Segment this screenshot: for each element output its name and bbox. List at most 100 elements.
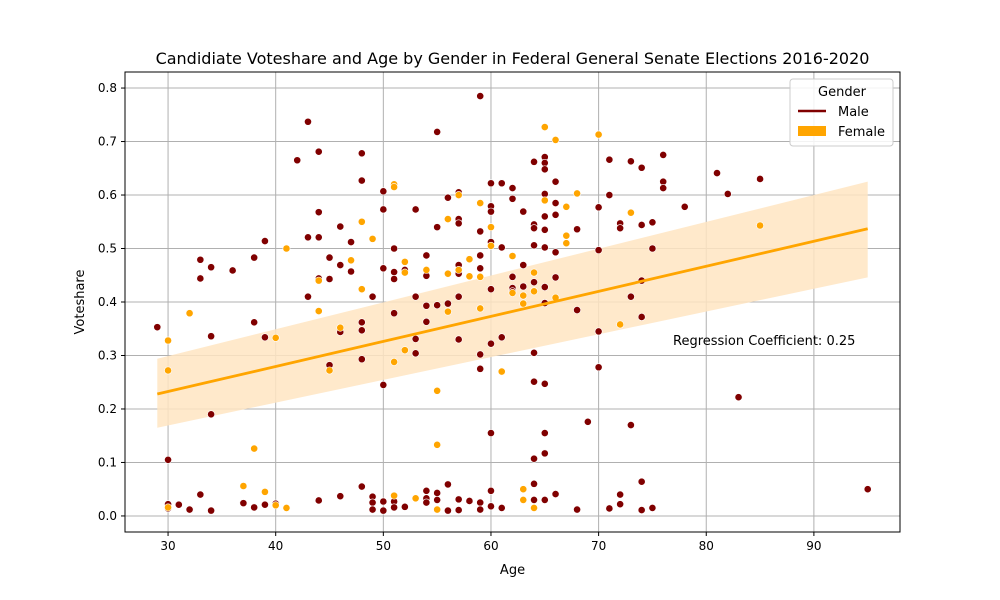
data-point-female — [336, 323, 345, 332]
data-point-male — [551, 248, 560, 257]
data-point-male — [540, 449, 549, 458]
data-point-male — [239, 499, 248, 508]
data-point-female — [627, 208, 635, 217]
data-point-male — [325, 275, 334, 283]
data-point-female — [562, 202, 571, 211]
data-point-female — [562, 239, 571, 248]
data-point-female — [411, 494, 420, 503]
data-point-female — [444, 307, 452, 316]
y-tick-label: 0.5 — [98, 242, 117, 256]
legend-female-swatch — [798, 126, 826, 136]
data-point-male — [433, 489, 442, 497]
data-point-male — [379, 506, 388, 515]
data-point-male — [347, 238, 355, 246]
x-tick-label: 90 — [806, 539, 821, 553]
y-tick-label: 0.2 — [98, 402, 117, 416]
x-tick-label: 60 — [483, 539, 498, 553]
data-point-male — [476, 92, 485, 100]
data-point-female — [390, 358, 398, 366]
data-point-female — [454, 266, 463, 274]
data-point-female — [476, 272, 485, 281]
data-point-female — [530, 268, 538, 277]
data-point-male — [540, 379, 549, 388]
data-point-male — [637, 313, 646, 321]
data-point-male — [314, 147, 323, 156]
data-point-female — [433, 505, 442, 514]
data-point-male — [863, 485, 872, 494]
data-point-male — [390, 244, 398, 253]
y-tick-label: 0.1 — [98, 455, 117, 469]
data-point-female — [433, 440, 442, 449]
data-point-male — [314, 496, 323, 505]
data-point-male — [454, 335, 463, 344]
y-axis-label: Voteshare — [73, 270, 88, 335]
data-point-male — [314, 208, 323, 217]
data-point-male — [368, 292, 377, 301]
data-point-male — [444, 193, 452, 202]
data-point-male — [390, 309, 398, 318]
data-point-male — [336, 261, 345, 269]
data-point-male — [723, 190, 732, 198]
data-point-male — [411, 292, 420, 301]
regression-line-layer — [156, 227, 869, 396]
data-point-female — [487, 241, 495, 250]
data-point-male — [530, 348, 538, 357]
data-point-female — [400, 257, 409, 266]
data-point-female — [282, 244, 291, 253]
data-point-male — [551, 490, 560, 498]
data-point-female — [519, 496, 528, 504]
data-point-male — [637, 163, 646, 172]
data-point-female — [530, 287, 538, 296]
data-point-male — [174, 500, 183, 509]
data-point-male — [379, 497, 388, 506]
data-point-male — [659, 151, 668, 159]
data-point-female — [400, 346, 409, 355]
data-point-female — [551, 136, 560, 144]
data-point-male — [336, 492, 345, 501]
data-point-female — [250, 444, 259, 453]
data-point-female — [508, 289, 517, 297]
data-point-male — [379, 381, 388, 389]
data-point-male — [476, 251, 485, 260]
data-point-male — [680, 202, 689, 211]
y-tick-label: 0.8 — [98, 81, 117, 95]
data-point-male — [508, 272, 517, 281]
data-point-male — [530, 224, 538, 233]
data-point-male — [293, 156, 302, 165]
data-point-female — [164, 366, 172, 375]
data-point-male — [530, 496, 538, 504]
data-point-female — [390, 183, 398, 191]
data-point-male — [487, 207, 495, 216]
data-point-male — [487, 285, 495, 294]
data-point-male — [713, 169, 721, 177]
data-point-female — [282, 504, 291, 512]
data-point-male — [185, 505, 194, 514]
data-point-male — [422, 301, 431, 310]
data-point-male — [616, 500, 625, 509]
data-point-female — [314, 276, 323, 285]
data-point-male — [487, 339, 495, 348]
data-point-male — [497, 504, 506, 512]
data-point-male — [605, 191, 614, 199]
data-point-male — [487, 179, 495, 188]
data-point-male — [540, 165, 549, 174]
data-point-female — [368, 234, 377, 243]
data-point-male — [379, 205, 388, 214]
series-female — [164, 123, 764, 514]
data-point-male — [605, 155, 614, 164]
legend-male-label: Male — [838, 105, 869, 120]
data-point-male — [476, 350, 485, 359]
data-point-male — [347, 267, 355, 276]
data-point-female — [400, 268, 409, 277]
y-tick-label: 0.7 — [98, 135, 117, 149]
data-point-male — [540, 225, 549, 234]
data-point-male — [390, 275, 398, 283]
data-point-male — [573, 505, 581, 514]
data-point-male — [497, 243, 506, 252]
data-point-male — [648, 244, 657, 253]
data-point-male — [594, 327, 603, 336]
data-point-female — [444, 269, 452, 278]
data-point-female — [476, 199, 485, 207]
x-tick-label: 70 — [591, 539, 606, 553]
data-point-male — [540, 212, 549, 221]
